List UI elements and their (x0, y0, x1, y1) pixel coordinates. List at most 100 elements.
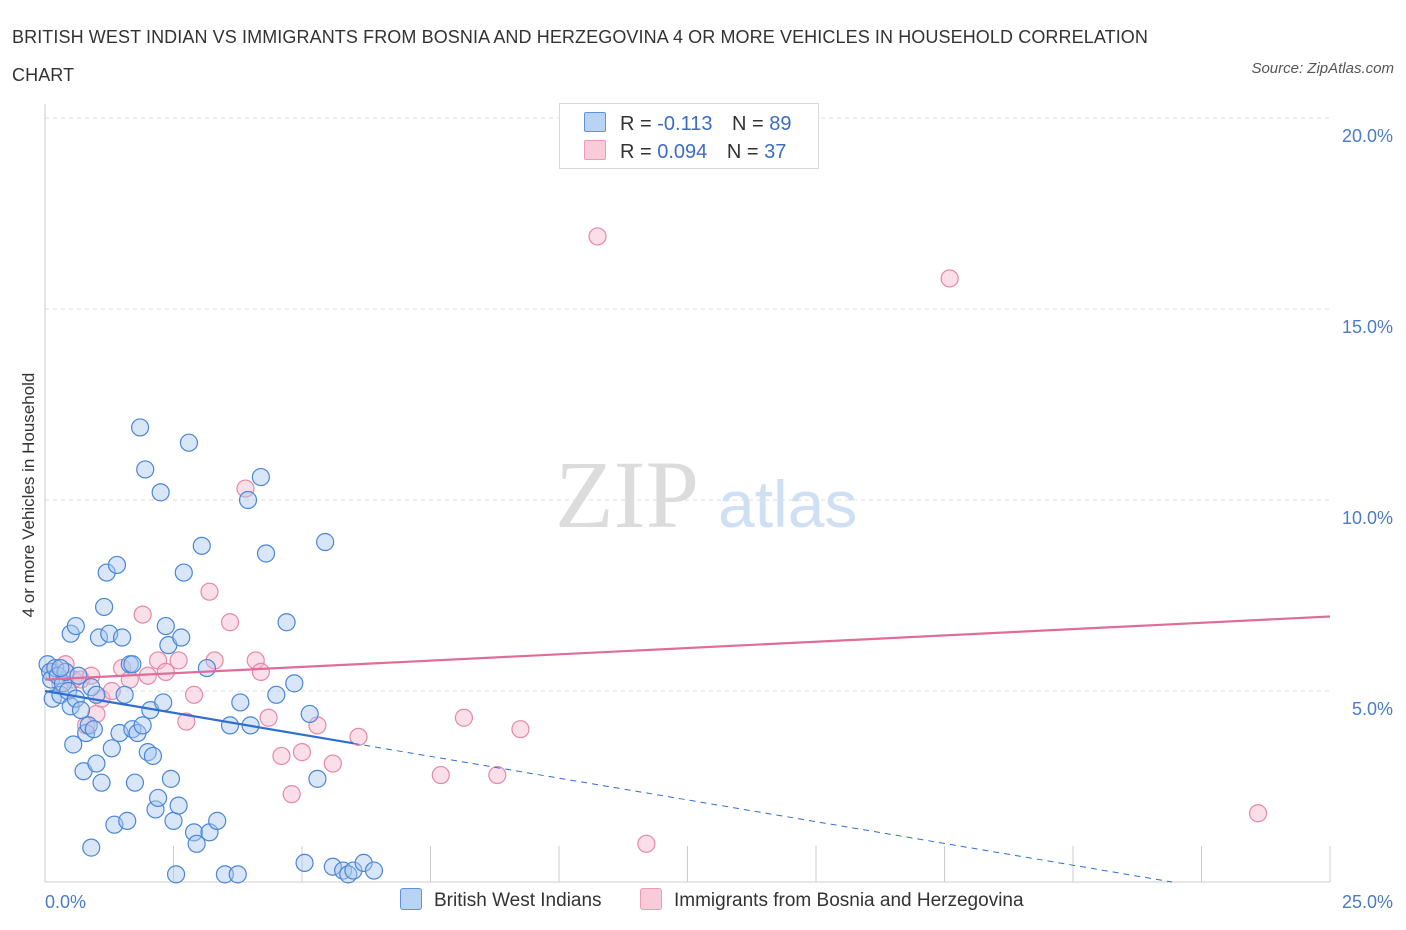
blue-point (69, 666, 88, 685)
pink-point (349, 727, 368, 746)
watermark-zip: ZIP (555, 441, 699, 548)
legend-swatch-pink (584, 140, 606, 160)
blue-point (87, 754, 106, 773)
blue-point (267, 685, 286, 704)
blue-point (89, 628, 109, 647)
blue-point (228, 865, 247, 884)
pink-point (156, 662, 175, 682)
blue-point (354, 853, 373, 873)
pink-point (454, 708, 474, 727)
y-tick-label: 10.0% (1342, 508, 1393, 528)
blue-point (151, 483, 170, 502)
pink-point (588, 227, 607, 246)
blue-point (323, 857, 342, 876)
blue-point (156, 616, 175, 636)
blue-point (136, 460, 155, 479)
blue-point (161, 769, 181, 788)
legend-n-value-pink: 37 (764, 141, 787, 163)
watermark: ZIP atlas (555, 441, 857, 548)
chart-title: BRITISH WEST INDIAN VS IMMIGRANTS FROM B… (12, 27, 1148, 85)
y-tick-label: 15.0% (1342, 317, 1393, 337)
blue-point (277, 613, 296, 632)
pink-point (251, 662, 270, 682)
legend-r-label: R = (620, 113, 652, 135)
bottom-legend-swatch-pink (640, 888, 662, 910)
blue-point (84, 720, 103, 739)
legend-row-blue: R = -0.113 N = 89 (584, 112, 792, 140)
trend-lines (44, 615, 1331, 883)
blue-point (172, 628, 191, 647)
blue-point (71, 700, 91, 720)
pink-point (1248, 804, 1268, 823)
blue-point (107, 555, 127, 575)
pink-point (292, 743, 312, 762)
blue-point (82, 838, 101, 857)
blue-point (231, 693, 250, 712)
blue-point (166, 865, 186, 884)
blue-point (308, 769, 327, 788)
blue-point (154, 693, 173, 712)
pink-point (940, 269, 959, 288)
y-tick-label: 20.0% (1342, 126, 1393, 146)
pink-point (184, 685, 204, 704)
pink-point (259, 708, 278, 727)
pink-point (220, 613, 240, 632)
tick-labels: 5.0% 10.0% 15.0% 20.0% 0.0% 25.0% 4 or more Ve… (19, 126, 1393, 912)
blue-point (148, 788, 168, 808)
pink-point (200, 582, 219, 601)
blue-point (184, 823, 204, 842)
pink-point (236, 479, 255, 498)
blue-point (179, 433, 199, 452)
pink-point (431, 765, 450, 785)
blue-point (215, 865, 234, 884)
blue-point (197, 658, 217, 678)
blue-series-points (38, 418, 384, 884)
blue-trend-line (44, 689, 354, 745)
x-tick-label: 0.0% (45, 892, 86, 912)
bottom-legend-label-pink: Immigrants from Bosnia and Herzegovina (674, 890, 1024, 911)
legend-n-label: N = (732, 113, 764, 135)
blue-point (251, 467, 270, 487)
blue-point (95, 597, 114, 617)
blue-point (285, 674, 304, 693)
pink-trend-line (44, 615, 1331, 681)
bottom-legend-swatch-blue (400, 888, 422, 910)
blue-point (192, 536, 211, 555)
blue-point (143, 746, 163, 766)
grid-lines (45, 117, 1330, 692)
legend-r-value-blue: -0.113 (657, 113, 713, 135)
bottom-legend-pink: Immigrants from Bosnia and Herzegovina (640, 888, 1024, 912)
blue-point (130, 418, 150, 437)
blue-point (102, 739, 121, 758)
blue-point (238, 490, 258, 510)
pink-point (323, 754, 342, 773)
blue-point (316, 532, 335, 552)
pink-point (177, 712, 196, 731)
blue-point (256, 544, 276, 563)
pink-point (133, 605, 152, 624)
bottom-legend-blue: British West Indians (400, 888, 602, 912)
blue-point (169, 796, 188, 815)
legend-n-label: N = (726, 141, 759, 163)
legend-row-pink: R = 0.094 N = 37 (584, 140, 786, 168)
pink-point (272, 746, 291, 766)
blue-point (97, 563, 116, 582)
blue-point (300, 704, 319, 724)
pink-point (120, 670, 139, 689)
blue-point (51, 658, 70, 678)
pink-point (637, 834, 656, 853)
legend-r-value-pink: 0.094 (657, 141, 708, 163)
source-label: Source: ZipAtlas.com (1251, 60, 1394, 77)
pink-point (205, 651, 224, 670)
blue-point (146, 800, 165, 819)
blue-point (133, 716, 152, 735)
legend-r-label: R = (620, 141, 652, 163)
blue-point (118, 811, 137, 830)
legend-n-value-blue: 89 (769, 113, 792, 135)
blue-point (295, 853, 314, 873)
correlation-legend: R = -0.113 N = 89 R = 0.094 N = 37 (559, 103, 819, 169)
blue-point (164, 811, 183, 830)
pink-point (169, 651, 188, 670)
watermark-atlas: atlas (718, 467, 857, 541)
blue-point (174, 563, 193, 582)
